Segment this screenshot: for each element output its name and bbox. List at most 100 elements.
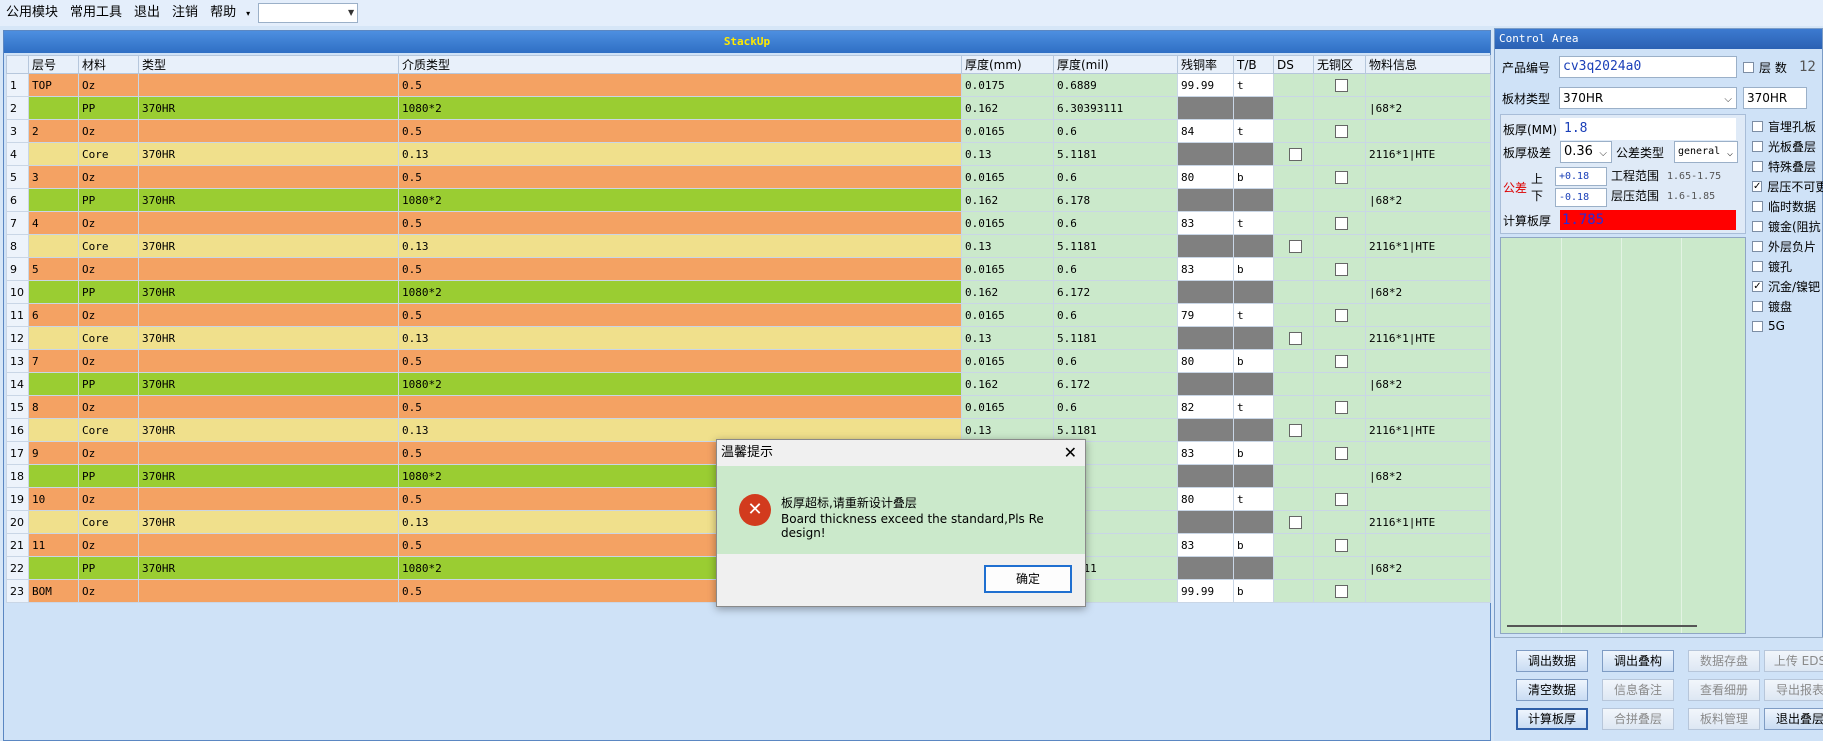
no-copper-checkbox[interactable] bbox=[1334, 216, 1348, 230]
cell-copper-rate[interactable]: 80 bbox=[1177, 165, 1234, 189]
cell-material[interactable]: PP bbox=[78, 188, 139, 212]
cell-type[interactable] bbox=[138, 165, 399, 189]
cell-material-info[interactable] bbox=[1365, 487, 1491, 511]
cell-type[interactable]: 370HR bbox=[138, 556, 399, 580]
cell-material[interactable]: Core bbox=[78, 510, 139, 534]
cell-ds[interactable] bbox=[1273, 349, 1314, 373]
cell-thick-mm[interactable]: 0.0165 bbox=[961, 395, 1054, 419]
cell-thick-mil[interactable]: 0.6 bbox=[1053, 257, 1178, 281]
cell-type[interactable] bbox=[138, 349, 399, 373]
cell-tb[interactable]: t bbox=[1233, 119, 1274, 143]
col-header-thick-mil[interactable]: 厚度(mil) bbox=[1053, 55, 1178, 74]
cell-layer[interactable]: 2 bbox=[28, 119, 79, 143]
cell-layer[interactable] bbox=[28, 142, 79, 166]
cell-ds[interactable] bbox=[1273, 556, 1314, 580]
cell-tb[interactable]: t bbox=[1233, 211, 1274, 235]
ds-checkbox[interactable] bbox=[1288, 239, 1302, 253]
cell-tb[interactable] bbox=[1233, 142, 1274, 166]
table-row[interactable]: 5 3 Oz 0.5 0.0165 0.6 80 b bbox=[6, 165, 1491, 189]
cell-tb[interactable]: b bbox=[1233, 349, 1274, 373]
option-check-item[interactable]: 临时数据 bbox=[1752, 196, 1823, 216]
row-number[interactable]: 8 bbox=[6, 234, 29, 258]
cell-no-copper[interactable] bbox=[1313, 119, 1366, 143]
cell-layer[interactable] bbox=[28, 418, 79, 442]
cell-layer[interactable]: 9 bbox=[28, 441, 79, 465]
menu-help[interactable]: 帮助 bbox=[210, 5, 237, 20]
cell-thick-mil[interactable]: 5.1181 bbox=[1053, 234, 1178, 258]
row-number[interactable]: 6 bbox=[6, 188, 29, 212]
cell-tb[interactable]: b bbox=[1233, 165, 1274, 189]
no-copper-checkbox[interactable] bbox=[1334, 308, 1348, 322]
cell-ds[interactable] bbox=[1273, 257, 1314, 281]
cell-copper-rate[interactable]: 83 bbox=[1177, 257, 1234, 281]
row-number[interactable]: 12 bbox=[6, 326, 29, 350]
cell-type[interactable] bbox=[138, 533, 399, 557]
cell-material-info[interactable]: 2116*1|HTE bbox=[1365, 510, 1491, 534]
option-check-item[interactable]: 镀盘 bbox=[1752, 296, 1823, 316]
cell-layer[interactable]: 5 bbox=[28, 257, 79, 281]
no-copper-checkbox[interactable] bbox=[1334, 262, 1348, 276]
cell-tb[interactable] bbox=[1233, 234, 1274, 258]
cell-layer[interactable] bbox=[28, 510, 79, 534]
row-number[interactable]: 20 bbox=[6, 510, 29, 534]
cell-no-copper[interactable] bbox=[1313, 234, 1366, 258]
grid-corner[interactable] bbox=[6, 55, 29, 74]
col-header-tb[interactable]: T/B bbox=[1233, 55, 1274, 74]
cell-tb[interactable]: t bbox=[1233, 487, 1274, 511]
cell-thick-mm[interactable]: 0.13 bbox=[961, 326, 1054, 350]
cell-type[interactable] bbox=[138, 303, 399, 327]
tolerance-select[interactable]: 0.36 ⌵ bbox=[1560, 141, 1612, 163]
table-row[interactable]: 14 PP 370HR 1080*2 0.162 6.172 |68*2 bbox=[6, 372, 1491, 396]
cell-thick-mm[interactable]: 0.13 bbox=[961, 418, 1054, 442]
option-check-item[interactable]: ✓ 层压不可更 bbox=[1752, 176, 1823, 196]
cell-thick-mm[interactable]: 0.13 bbox=[961, 234, 1054, 258]
cell-type[interactable] bbox=[138, 73, 399, 97]
cell-type[interactable]: 370HR bbox=[138, 142, 399, 166]
cell-thick-mm[interactable]: 0.0165 bbox=[961, 119, 1054, 143]
row-number[interactable]: 13 bbox=[6, 349, 29, 373]
cell-ds[interactable] bbox=[1273, 441, 1314, 465]
cell-material-info[interactable]: 2116*1|HTE bbox=[1365, 234, 1491, 258]
table-row[interactable]: 7 4 Oz 0.5 0.0165 0.6 83 t bbox=[6, 211, 1491, 235]
row-number[interactable]: 5 bbox=[6, 165, 29, 189]
cell-copper-rate[interactable] bbox=[1177, 188, 1234, 212]
cell-ds[interactable] bbox=[1273, 510, 1314, 534]
calc-thickness-button[interactable]: 计算板厚 bbox=[1516, 708, 1588, 730]
cell-type[interactable] bbox=[138, 257, 399, 281]
cell-medium[interactable]: 1080*2 bbox=[398, 280, 962, 304]
cell-no-copper[interactable] bbox=[1313, 280, 1366, 304]
option-check-item[interactable]: 镀金(阻抗 bbox=[1752, 216, 1823, 236]
cell-copper-rate[interactable]: 99.99 bbox=[1177, 73, 1234, 97]
checkbox[interactable] bbox=[1752, 220, 1763, 232]
cell-copper-rate[interactable] bbox=[1177, 418, 1234, 442]
cell-type[interactable] bbox=[138, 579, 399, 603]
cell-ds[interactable] bbox=[1273, 464, 1314, 488]
exit-stack-button[interactable]: 退出叠层 bbox=[1764, 708, 1823, 730]
cell-layer[interactable]: 10 bbox=[28, 487, 79, 511]
cell-material[interactable]: Core bbox=[78, 418, 139, 442]
ds-checkbox[interactable] bbox=[1288, 423, 1302, 437]
cell-material[interactable]: Oz bbox=[78, 73, 139, 97]
menu-public-module[interactable]: 公用模块 bbox=[6, 5, 59, 20]
cell-layer[interactable] bbox=[28, 234, 79, 258]
cell-thick-mil[interactable]: 5.1181 bbox=[1053, 142, 1178, 166]
no-copper-checkbox[interactable] bbox=[1334, 354, 1348, 368]
load-data-button[interactable]: 调出数据 bbox=[1516, 650, 1588, 672]
cell-no-copper[interactable] bbox=[1313, 418, 1366, 442]
ok-button[interactable]: 确定 bbox=[984, 565, 1072, 593]
cell-tb[interactable]: t bbox=[1233, 395, 1274, 419]
cell-material-info[interactable]: |68*2 bbox=[1365, 464, 1491, 488]
cell-copper-rate[interactable] bbox=[1177, 234, 1234, 258]
no-copper-checkbox[interactable] bbox=[1334, 492, 1348, 506]
cell-material[interactable]: Oz bbox=[78, 533, 139, 557]
cell-type[interactable]: 370HR bbox=[138, 96, 399, 120]
row-number[interactable]: 1 bbox=[6, 73, 29, 97]
cell-medium[interactable]: 0.13 bbox=[398, 142, 962, 166]
table-row[interactable]: 9 5 Oz 0.5 0.0165 0.6 83 b bbox=[6, 257, 1491, 281]
cell-copper-rate[interactable]: 84 bbox=[1177, 119, 1234, 143]
cell-thick-mm[interactable]: 0.0165 bbox=[961, 211, 1054, 235]
row-number[interactable]: 4 bbox=[6, 142, 29, 166]
cell-copper-rate[interactable]: 80 bbox=[1177, 487, 1234, 511]
row-number[interactable]: 17 bbox=[6, 441, 29, 465]
cell-copper-rate[interactable]: 83 bbox=[1177, 441, 1234, 465]
